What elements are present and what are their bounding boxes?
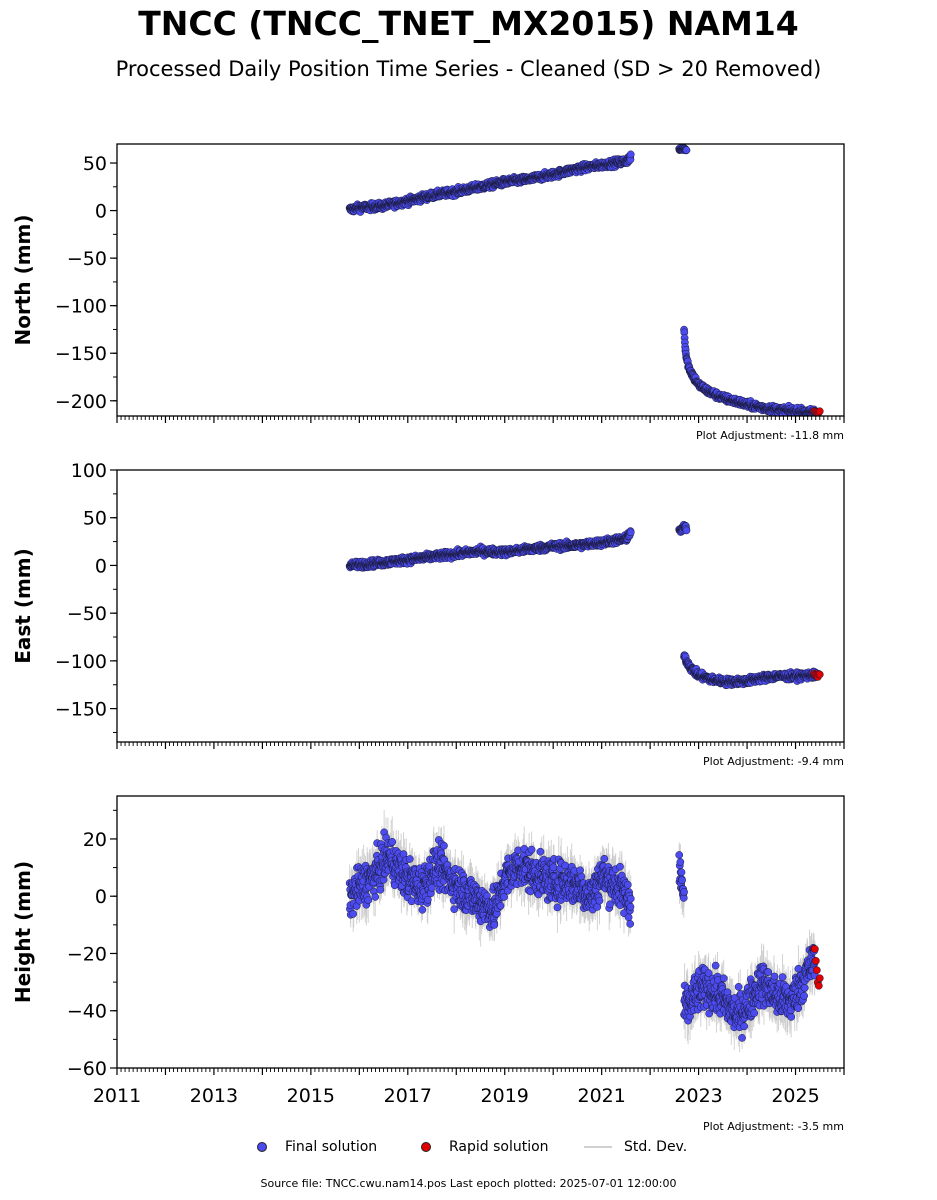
y-tick-label: 0: [95, 555, 107, 577]
y-tick-label: −50: [67, 248, 107, 270]
final-point: [405, 855, 414, 863]
east-plot-adjustment: Plot Adjustment: -9.4 mm: [703, 755, 844, 768]
east-ylabel: East (mm): [11, 548, 35, 664]
y-tick-label: −50: [67, 603, 107, 625]
rapid-point: [815, 407, 824, 416]
final-point: [682, 146, 691, 154]
final-point: [440, 841, 448, 850]
final-point: [376, 885, 385, 894]
panel-north: 50 0 −50 −100 −150 −200 North (mm) Plot Adjustm…: [11, 143, 845, 442]
y-tick-label: 100: [71, 460, 107, 482]
final-point: [682, 526, 691, 535]
rapid-point: [815, 670, 824, 679]
final-point: [407, 897, 416, 906]
north-ylabel: North (mm): [11, 214, 35, 345]
final-point: [423, 895, 432, 904]
panel-east: 100 50 0 −50 −100 −150 East (mm) Plot Adjustmen…: [11, 460, 845, 768]
y-tick-label: 50: [83, 153, 107, 175]
east-frame: [116, 469, 845, 743]
north-series-3: [810, 407, 824, 416]
chart-title: TNCC (TNCC_TNET_MX2015) NAM14: [138, 4, 799, 43]
east-series-1: [675, 520, 691, 536]
final-point: [418, 905, 427, 914]
final-point: [626, 150, 635, 159]
y-tick-label: −150: [55, 343, 107, 365]
final-point: [626, 528, 635, 537]
final-point: [388, 837, 397, 846]
height-series-0: [345, 809, 635, 947]
chart-subtitle: Processed Daily Position Time Series - C…: [115, 57, 822, 81]
y-tick-label: −100: [55, 651, 107, 673]
y-tick-label: 50: [83, 508, 107, 530]
final-point: [371, 893, 380, 901]
y-tick-label: 0: [95, 201, 107, 223]
north-series-2: [680, 325, 822, 416]
north-series-0: [345, 150, 635, 216]
final-point: [349, 910, 357, 918]
north-series-1: [675, 144, 691, 155]
y-tick-label: −150: [55, 699, 107, 721]
y-tick-label: −100: [55, 296, 107, 318]
north-data: [345, 144, 824, 416]
east-series-0: [345, 527, 635, 572]
north-plot-adjustment: Plot Adjustment: -11.8 mm: [696, 429, 844, 442]
east-data: [345, 520, 824, 690]
east-series-2: [680, 651, 822, 690]
height-data: [345, 809, 824, 1053]
final-point: [364, 896, 373, 905]
y-tick-label: −200: [55, 391, 107, 413]
